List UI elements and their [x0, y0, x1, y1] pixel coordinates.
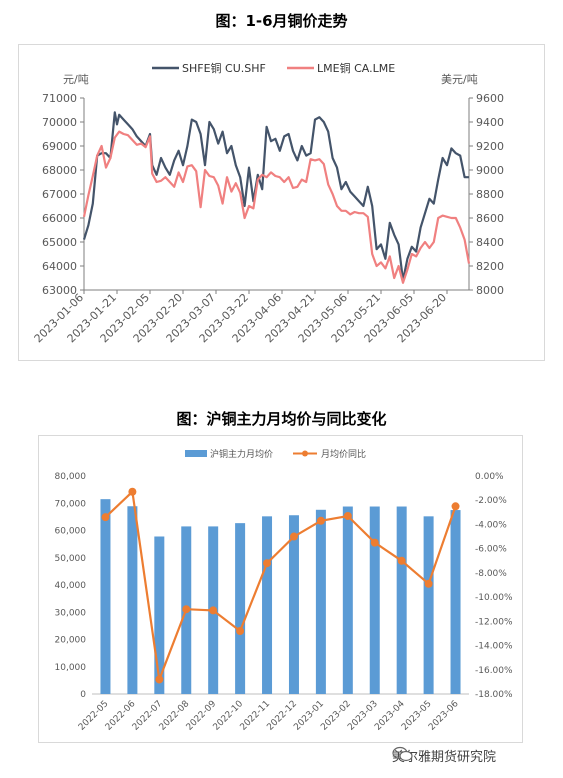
chart1-title: 图：1-6月铜价走势: [215, 12, 348, 30]
yoy-point: [343, 511, 352, 520]
right-tick-label: -16.00%: [475, 666, 513, 676]
bar: [235, 523, 246, 694]
left-tick-label: 67000: [42, 188, 77, 201]
left-tick-label: 80,000: [55, 472, 87, 482]
left-tick-label: 65000: [42, 236, 77, 249]
left-tick-label: 70,000: [55, 499, 87, 509]
legend: 沪铜主力月均价 月均价同比: [185, 448, 366, 460]
bar: [288, 515, 299, 694]
right-tick-label: -14.00%: [475, 642, 513, 652]
yoy-point: [128, 487, 137, 496]
wechat-icon: [392, 746, 413, 762]
left-tick-label: 10,000: [55, 663, 87, 673]
right-tick-label: 8000: [476, 284, 504, 297]
yoy-point: [316, 516, 325, 525]
legend-label-shfe: SHFE铜 CU.SHF: [182, 61, 266, 75]
right-tick-label: -12.00%: [475, 617, 513, 627]
yoy-point: [289, 532, 298, 541]
right-tick-label: -4.00%: [475, 520, 507, 530]
left-tick-label: 69000: [42, 140, 77, 153]
series-line-lme: [82, 130, 471, 284]
right-tick-label: 8600: [476, 212, 504, 225]
bar: [262, 516, 273, 694]
yoy-point: [424, 579, 433, 588]
bar: [369, 506, 380, 694]
yoy-point: [263, 559, 272, 568]
right-tick-label: 9200: [476, 140, 504, 153]
left-tick-label: 70000: [42, 116, 77, 129]
left-tick-label: 20,000: [55, 636, 87, 646]
right-axis-unit: 美元/吨: [441, 73, 478, 86]
left-tick-label: 40,000: [55, 581, 87, 591]
legend-label-bar: 沪铜主力月均价: [210, 448, 273, 460]
right-tick-label: 8400: [476, 236, 504, 249]
right-tick-label: -8.00%: [475, 569, 507, 579]
copper-price-trend-chart: 元/吨 美元/吨 SHFE铜 CU.SHF LME铜 CA.LME 63000 64000…: [18, 44, 545, 361]
bar: [100, 499, 111, 694]
bar: [342, 506, 353, 694]
left-tick-label: 50,000: [55, 554, 87, 564]
legend-marker-line: [302, 450, 308, 457]
right-tick-label: 9600: [476, 92, 504, 105]
left-tick-label: 68000: [42, 164, 77, 177]
bar: [315, 509, 326, 694]
x-tick-label: 2023-06: [427, 699, 461, 733]
left-axis-unit: 元/吨: [63, 73, 89, 86]
left-tick-label: 0: [80, 690, 86, 700]
bar: [423, 516, 434, 694]
yoy-point: [451, 502, 460, 511]
yoy-point: [209, 606, 218, 615]
right-tick-label: -10.00%: [475, 593, 513, 603]
right-tick-label: 0.00%: [475, 472, 504, 482]
left-tick-label: 64000: [42, 260, 77, 273]
yoy-point: [155, 675, 164, 684]
legend-swatch-bar: [185, 450, 207, 457]
legend-label-line: 月均价同比: [321, 448, 366, 460]
right-tick-label: 9400: [476, 116, 504, 129]
monthly-average-price-chart: 沪铜主力月均价 月均价同比 0 10,000 20,000 30,000 40,000 50,…: [38, 435, 523, 743]
left-tick-label: 30,000: [55, 608, 87, 618]
bar: [127, 506, 138, 694]
right-tick-label: 9000: [476, 164, 504, 177]
yoy-point: [397, 556, 406, 565]
watermark: 美尔雅期货研究院: [392, 746, 496, 765]
yoy-point: [236, 627, 245, 636]
monthly-average-bar-chart-svg: 沪铜主力月均价 月均价同比 0 10,000 20,000 30,000 40,000 50,…: [55, 448, 514, 733]
right-tick-label: 8200: [476, 260, 504, 273]
copper-price-line-chart-svg: 元/吨 美元/吨 SHFE铜 CU.SHF LME铜 CA.LME 63000 64000…: [32, 61, 504, 345]
legend: SHFE铜 CU.SHF LME铜 CA.LME: [152, 61, 395, 75]
legend-label-lme: LME铜 CA.LME: [317, 61, 395, 75]
left-tick-label: 60,000: [55, 527, 87, 537]
right-tick-label: -2.00%: [475, 496, 507, 506]
left-tick-label: 66000: [42, 212, 77, 225]
yoy-point: [370, 538, 379, 547]
bar: [154, 536, 165, 694]
yoy-line: [104, 489, 457, 684]
right-tick-label: -6.00%: [475, 545, 507, 555]
yoy-point: [182, 605, 191, 614]
yoy-point: [101, 513, 110, 522]
left-tick-label: 63000: [42, 284, 77, 297]
watermark-text: 美尔雅期货研究院: [392, 750, 497, 765]
bar: [396, 506, 407, 694]
chart2-title: 图：沪铜主力月均价与同比变化: [176, 410, 387, 428]
right-tick-label: 8800: [476, 188, 504, 201]
bar: [450, 510, 461, 694]
right-tick-label: -18.00%: [475, 690, 513, 700]
left-tick-label: 71000: [42, 92, 77, 105]
